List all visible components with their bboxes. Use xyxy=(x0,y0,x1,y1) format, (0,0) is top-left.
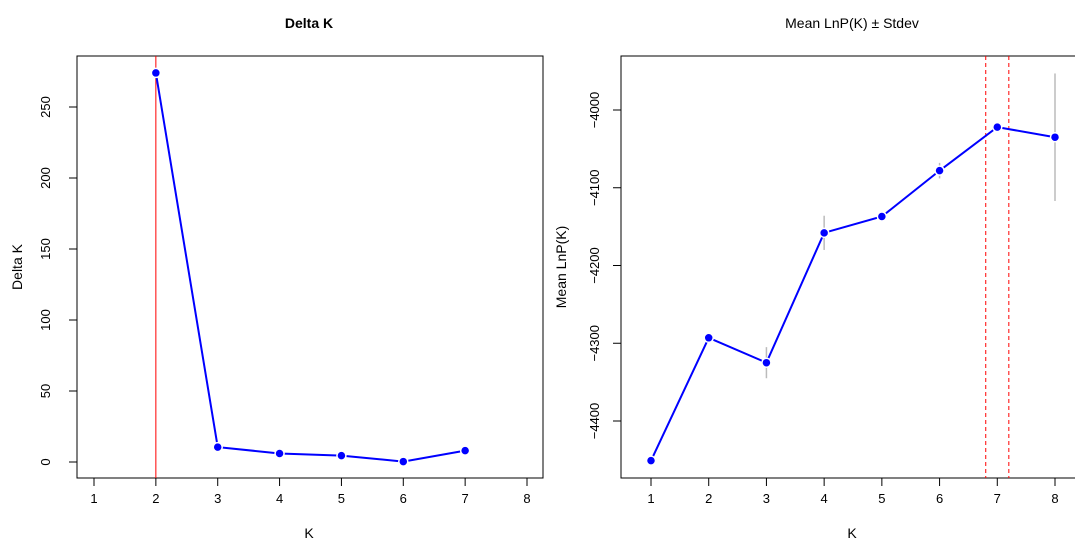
x-tick-label: 3 xyxy=(763,491,770,506)
data-point xyxy=(876,211,888,222)
x-tick-label: 1 xyxy=(90,491,97,506)
x-tick-label: 2 xyxy=(152,491,159,506)
data-point xyxy=(150,67,162,79)
data-point xyxy=(1049,131,1061,143)
delta-k-chart: Delta K K Delta K 1 2 3 4 5 6 7 8 0 50 100 150 200 25… xyxy=(9,15,544,540)
data-point xyxy=(934,165,945,176)
data-point xyxy=(645,455,657,466)
x-tick-label: 7 xyxy=(462,491,469,506)
y-tick-label: 200 xyxy=(38,167,53,189)
y-tick-label: −4400 xyxy=(587,403,602,440)
plot-frame xyxy=(76,55,544,479)
data-point xyxy=(274,448,285,459)
mean-lnpk-chart: Mean LnP(K) ± Stdev K Mean LnP(K) 1 2 3 4 5 6… xyxy=(553,15,1075,540)
y-tick-label: 50 xyxy=(38,384,53,398)
y-axis-label: Mean LnP(K) xyxy=(553,226,569,308)
y-tick-label: −4100 xyxy=(587,169,602,206)
x-tick-label: 2 xyxy=(705,491,712,506)
y-tick-label: 150 xyxy=(38,238,53,260)
x-tick-label: 8 xyxy=(523,491,530,506)
series-line xyxy=(650,126,1056,462)
data-point xyxy=(761,357,772,368)
y-tick-label: −4200 xyxy=(587,247,602,284)
data-point xyxy=(336,450,347,461)
y-tick-label: −4300 xyxy=(587,325,602,362)
series-line xyxy=(154,72,466,463)
y-tick-label: 250 xyxy=(38,96,53,118)
chart-title: Delta K xyxy=(285,15,333,31)
data-point xyxy=(459,445,471,456)
x-tick-label: 8 xyxy=(1051,491,1058,506)
data-point xyxy=(212,441,223,453)
x-tick-label: 4 xyxy=(276,491,283,506)
y-tick-label: 0 xyxy=(38,458,53,465)
y-tick-label: −4000 xyxy=(587,92,602,129)
x-tick-label: 5 xyxy=(338,491,345,506)
y-axis-label: Delta K xyxy=(9,243,25,290)
x-tick-label: 1 xyxy=(647,491,654,506)
x-axis-label: K xyxy=(304,525,314,540)
data-point xyxy=(992,121,1003,133)
data-point xyxy=(398,456,409,467)
x-tick-label: 5 xyxy=(878,491,885,506)
x-tick-label: 6 xyxy=(936,491,943,506)
x-tick-label: 7 xyxy=(994,491,1001,506)
x-tick-label: 6 xyxy=(400,491,407,506)
y-tick-label: 100 xyxy=(38,309,53,331)
x-tick-label: 4 xyxy=(821,491,828,506)
data-point xyxy=(818,227,830,239)
plot-frame xyxy=(620,55,1075,479)
data-point xyxy=(703,332,714,344)
x-tick-label: 3 xyxy=(214,491,221,506)
x-axis-label: K xyxy=(847,525,857,540)
chart-title: Mean LnP(K) ± Stdev xyxy=(785,15,919,31)
